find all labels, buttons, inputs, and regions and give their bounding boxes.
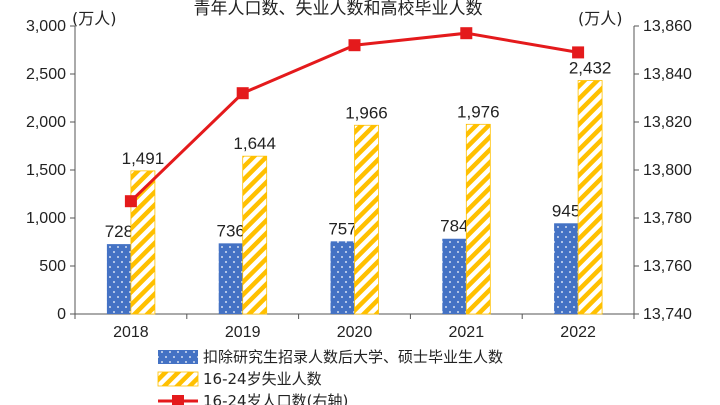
bar-graduates (442, 238, 467, 314)
bar-unemployed (577, 80, 603, 315)
data-label-graduates: 784 (440, 217, 468, 236)
data-label-unemployed: 1,644 (233, 134, 276, 153)
data-label-unemployed: 2,432 (569, 59, 612, 78)
marker-population (124, 195, 137, 208)
chart-title: 青年人口数、失业人数和高校毕业人数 (194, 0, 483, 19)
data-label-unemployed: 1,966 (345, 103, 388, 122)
bar-graduates (218, 243, 243, 314)
x-axis-category-label: 2019 (225, 324, 261, 341)
x-axis-category-label: 2022 (560, 324, 596, 341)
legend-swatch-unemployed (157, 371, 199, 387)
legend-label-graduates: 扣除研究生招录人数后大学、硕士毕业生人数 (203, 348, 503, 366)
bar-unemployed (354, 124, 379, 315)
left-axis-tick-label: 1,000 (26, 210, 66, 227)
marker-population (572, 46, 585, 59)
left-axis-tick-label: 0 (57, 306, 66, 323)
right-axis-tick-label: 13,800 (643, 162, 692, 179)
bar-graduates (330, 241, 355, 314)
bar-unemployed (242, 155, 268, 315)
left-axis-tick-label: 500 (39, 258, 66, 275)
right-axis-tick-label: 13,780 (643, 210, 692, 227)
data-label-graduates: 728 (105, 222, 133, 241)
x-axis-category-label: 2020 (337, 324, 373, 341)
right-axis-tick-label: 13,840 (643, 66, 692, 83)
bar-unemployed (465, 123, 491, 315)
left-axis-tick-label: 2,500 (26, 66, 66, 83)
marker-population (460, 27, 473, 40)
legend-label-population: 16-24岁人口数(右轴) (203, 392, 348, 405)
marker-population (348, 39, 361, 52)
bar-unemployed (130, 170, 156, 315)
marker-population (236, 87, 249, 100)
data-label-unemployed: 1,491 (122, 149, 165, 168)
bar-graduates (106, 244, 131, 314)
right-axis-tick-label: 13,820 (643, 114, 692, 131)
left-axis-unit: (万人) (72, 9, 117, 28)
data-label-graduates: 757 (328, 219, 356, 238)
bar-graduates (554, 223, 579, 314)
right-axis-unit: (万人) (578, 9, 623, 28)
right-axis-tick-label: 13,760 (643, 258, 692, 275)
x-axis-category-label: 2018 (113, 324, 149, 341)
x-axis-category-label: 2021 (449, 324, 485, 341)
left-axis-tick-label: 2,000 (26, 114, 66, 131)
legend-swatch-population-marker (172, 395, 184, 405)
data-label-graduates: 945 (552, 201, 580, 220)
legend-swatch-graduates (158, 350, 198, 364)
data-label-graduates: 736 (217, 221, 245, 240)
left-axis-tick-label: 1,500 (26, 162, 66, 179)
left-axis-tick-label: 3,000 (26, 18, 66, 35)
data-label-unemployed: 1,976 (457, 102, 500, 121)
legend-label-unemployed: 16-24岁失业人数 (203, 370, 322, 388)
right-axis-tick-label: 13,740 (643, 306, 692, 323)
right-axis-tick-label: 13,860 (643, 18, 692, 35)
